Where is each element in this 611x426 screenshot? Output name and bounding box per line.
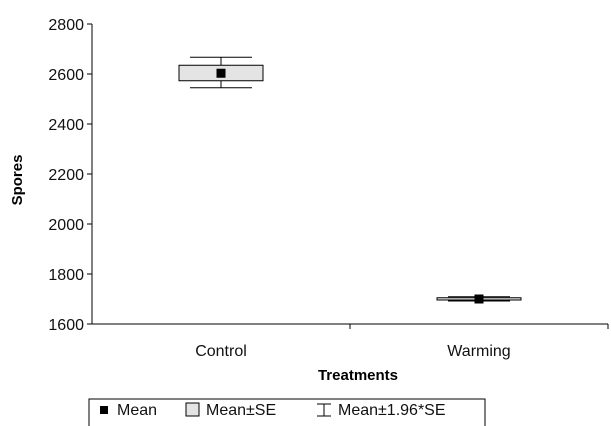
x-tick-label: Control	[195, 343, 247, 360]
y-axis-ticks: 1600 1800 2000 2200 2400 2600 2800	[48, 17, 92, 334]
y-tick-label: 2200	[48, 167, 84, 184]
x-axis-title: Treatments	[318, 367, 398, 384]
legend-label-mean: Mean	[117, 402, 157, 419]
legend-label-ci: Mean±1.96*SE	[338, 402, 446, 419]
legend-label-se: Mean±SE	[206, 402, 276, 419]
y-tick-label: 2400	[48, 117, 84, 134]
legend-mean-marker	[100, 406, 108, 414]
mean-marker	[474, 294, 484, 304]
x-axis-ticks: Control Warming	[195, 324, 609, 360]
plot-area	[178, 56, 522, 304]
y-tick-label: 2800	[48, 17, 84, 34]
legend-ci-whisker	[317, 403, 331, 417]
box-group-control	[178, 56, 264, 89]
box-group-warming	[436, 294, 522, 304]
legend-frame	[88, 398, 486, 426]
y-axis-title: Spores	[9, 155, 26, 206]
legend-se-box	[185, 402, 200, 417]
x-tick-label: Warming	[447, 343, 510, 360]
legend: Mean Mean±SE Mean±1.96*SE	[88, 398, 486, 426]
y-tick-label: 1800	[48, 267, 84, 284]
y-tick-label: 1600	[48, 317, 84, 334]
y-tick-label: 2000	[48, 217, 84, 234]
y-tick-label: 2600	[48, 67, 84, 84]
mean-marker	[216, 68, 226, 78]
